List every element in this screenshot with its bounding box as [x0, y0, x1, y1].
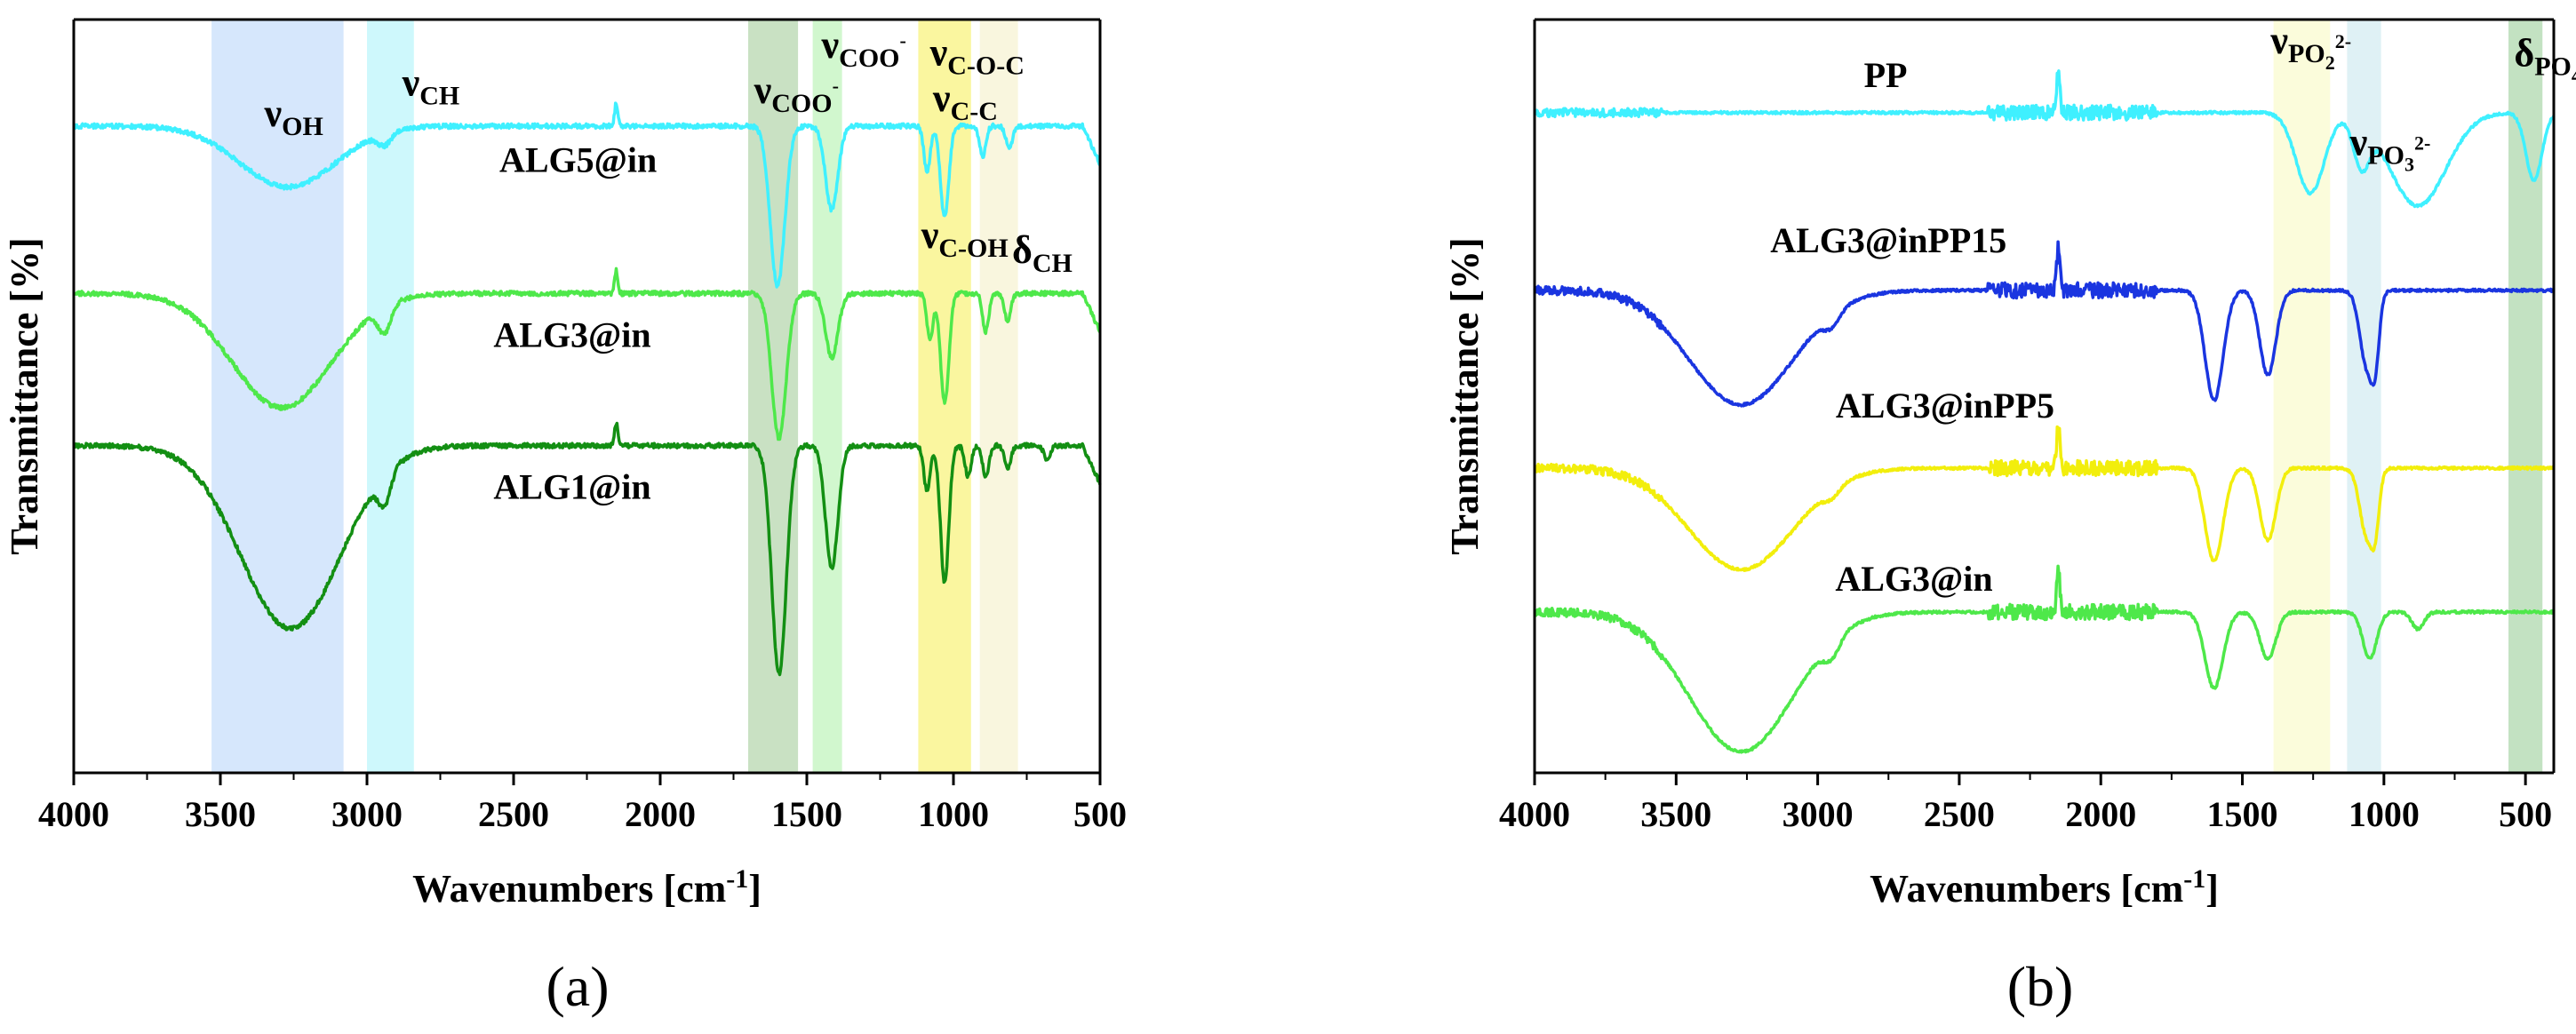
band-subscript: PO	[2367, 140, 2405, 170]
band-symbol: ν	[754, 68, 772, 112]
band-1	[367, 20, 414, 773]
x-tick-label-3: 2500	[1924, 794, 1995, 834]
x-axis-title: Wavenumbers [cm-1]	[412, 864, 762, 911]
x-tick-label-5: 1500	[771, 794, 842, 834]
panel-label: (b)	[2007, 955, 2074, 1018]
series-line-0	[1533, 69, 2556, 209]
band-label-3: νCOO-	[821, 23, 906, 73]
x-axis-title-sup: -1	[726, 864, 748, 894]
band-label-1: νCH	[402, 61, 460, 111]
series-line-1	[1533, 240, 2556, 408]
band-subscript: OH	[282, 112, 323, 141]
x-tick-label-6: 1000	[2349, 794, 2420, 834]
band-subscript: CH	[419, 82, 459, 111]
series-label-1: ALG3@in	[493, 314, 650, 354]
band-subscript: C-O-C	[947, 51, 1025, 80]
band-3	[812, 20, 842, 773]
x-tick-label-6: 1000	[918, 794, 989, 834]
band-subscript: C-OH	[938, 234, 1008, 263]
band-label-0: νPO22-	[2269, 19, 2351, 74]
band-label-5: δCH	[1012, 228, 1073, 278]
x-tick-label-4: 2000	[2065, 794, 2136, 834]
band-subscript: C-C	[951, 97, 998, 126]
band-superscript: -	[833, 75, 839, 97]
band-0	[211, 20, 344, 773]
x-axis-title-sup: -1	[2183, 864, 2205, 894]
series-label-0: ALG5@in	[499, 139, 657, 179]
band-symbol: ν	[929, 30, 948, 74]
x-tick-label-0: 4000	[38, 794, 109, 834]
x-tick-label-0: 4000	[1499, 794, 1570, 834]
series-label-1: ALG3@inPP15	[1770, 220, 2006, 260]
band-symbol: ν	[921, 213, 939, 257]
band-symbol: ν	[2269, 19, 2288, 62]
band-symbol: ν	[821, 23, 840, 67]
series-label-0: PP	[1864, 55, 1908, 95]
band-symbol: δ	[2514, 31, 2534, 75]
series-line-0	[73, 101, 1102, 289]
x-tick-label-7: 500	[2499, 794, 2552, 834]
band-symbol: ν	[2349, 120, 2368, 163]
x-tick-label-7: 500	[1073, 794, 1127, 834]
x-axis-title-end: ]	[2205, 867, 2219, 911]
band-label-0: νOH	[264, 91, 323, 141]
band-5	[979, 20, 1018, 773]
band-symbol: ν	[264, 91, 283, 135]
band-superscript: 2-	[2335, 30, 2351, 52]
band-label-2: νCOO-	[754, 68, 839, 118]
x-tick-label-4: 2000	[625, 794, 696, 834]
band-subscript: COO	[839, 44, 899, 73]
band-0	[2273, 20, 2331, 773]
series-line-1	[72, 266, 1102, 441]
y-axis-title: Transmittance [%]	[3, 237, 46, 554]
band-symbol: ν	[932, 76, 951, 120]
band-superscript: -	[900, 29, 906, 52]
panel-b: PPALG3@inPP15ALG3@inPP5ALG3@inνPO22-νPO3…	[1443, 18, 2576, 1018]
band-subscript: PO	[2288, 39, 2325, 68]
extra-label-1: νC-OH	[921, 213, 1009, 263]
extra-label-0: νC-C	[932, 76, 998, 126]
band-subscript: COO	[771, 89, 832, 118]
band-subscript-2: 3	[2405, 153, 2414, 175]
series-label-3: ALG3@in	[1835, 559, 1992, 599]
x-tick-label-5: 1500	[2207, 794, 2278, 834]
x-axis-title-main: Wavenumbers [cm	[412, 867, 726, 911]
series-line-3	[1534, 564, 2556, 754]
band-label-4: νC-O-C	[929, 30, 1025, 80]
band-symbol: ν	[402, 61, 420, 105]
band-subscript: CH	[1033, 249, 1073, 278]
band-2	[2508, 20, 2543, 773]
y-axis-title: Transmittance [%]	[1443, 237, 1487, 554]
x-tick-label-2: 3000	[1782, 794, 1854, 834]
series-label-2: ALG3@inPP5	[1836, 386, 2054, 426]
x-tick-label-1: 3500	[185, 794, 256, 834]
series-label-2: ALG1@in	[493, 467, 650, 507]
band-subscript-2: 2	[2325, 52, 2335, 74]
band-superscript: 2-	[2414, 131, 2430, 154]
band-subscript-2: 4	[2572, 64, 2576, 86]
x-tick-label-1: 3500	[1640, 794, 1711, 834]
series-line-2	[1533, 425, 2556, 572]
band-symbol: δ	[1012, 228, 1033, 272]
x-axis-title-end: ]	[748, 867, 762, 911]
x-tick-label-2: 3000	[331, 794, 403, 834]
band-label-1: νPO32-	[2349, 120, 2431, 175]
x-axis-title-main: Wavenumbers [cm	[1870, 867, 2183, 911]
x-tick-label-3: 2500	[478, 794, 549, 834]
panel-label: (a)	[546, 955, 609, 1018]
series-line-2	[72, 421, 1102, 677]
x-axis-title: Wavenumbers [cm-1]	[1870, 864, 2219, 911]
